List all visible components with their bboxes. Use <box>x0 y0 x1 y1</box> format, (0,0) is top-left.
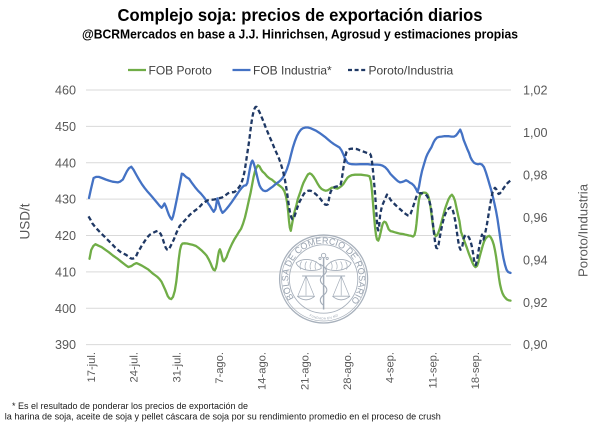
svg-text:21-ago.: 21-ago. <box>299 352 311 390</box>
svg-text:450: 450 <box>55 120 76 134</box>
svg-text:1,00: 1,00 <box>523 126 548 140</box>
svg-text:24-jul.: 24-jul. <box>129 352 141 382</box>
svg-text:28-ago.: 28-ago. <box>342 352 354 390</box>
svg-text:11-sep.: 11-sep. <box>427 352 439 388</box>
svg-text:0,94: 0,94 <box>523 253 548 267</box>
svg-text:18-sep.: 18-sep. <box>470 352 482 389</box>
svg-text:7-ago.: 7-ago. <box>214 352 226 384</box>
svg-text:0,92: 0,92 <box>523 296 548 310</box>
svg-text:4-sep.: 4-sep. <box>385 352 397 383</box>
svg-text:Complejo soja: precios de expo: Complejo soja: precios de exportación di… <box>118 5 483 25</box>
svg-text:17-jul.: 17-jul. <box>86 352 98 382</box>
svg-text:@BCRMercados en base a J.J. Hi: @BCRMercados en base a J.J. Hinrichsen, … <box>82 26 518 41</box>
svg-text:Poroto/Industria: Poroto/Industria <box>576 183 591 277</box>
svg-text:0,98: 0,98 <box>523 169 548 183</box>
svg-text:31-jul.: 31-jul. <box>171 352 183 382</box>
svg-text:* Es el resultado de ponderar: * Es el resultado de ponderar los precio… <box>12 401 248 411</box>
svg-text:FOB Poroto: FOB Poroto <box>149 63 213 77</box>
svg-text:FOB Industria*: FOB Industria* <box>253 63 332 77</box>
svg-text:390: 390 <box>55 338 76 352</box>
svg-text:420: 420 <box>55 229 76 243</box>
svg-text:0,96: 0,96 <box>523 211 548 225</box>
svg-text:460: 460 <box>55 84 76 98</box>
svg-text:400: 400 <box>55 302 76 316</box>
svg-text:0,90: 0,90 <box>523 338 548 352</box>
svg-text:410: 410 <box>55 266 76 280</box>
svg-text:430: 430 <box>55 193 76 207</box>
svg-text:USD/t: USD/t <box>18 203 33 239</box>
svg-text:Poroto/Industria: Poroto/Industria <box>369 63 454 77</box>
svg-text:14-ago.: 14-ago. <box>257 352 269 390</box>
svg-text:la harina de soja, aceite de s: la harina de soja, aceite de soja y pell… <box>5 412 441 422</box>
svg-text:440: 440 <box>55 156 76 170</box>
svg-text:1,02: 1,02 <box>523 84 548 98</box>
